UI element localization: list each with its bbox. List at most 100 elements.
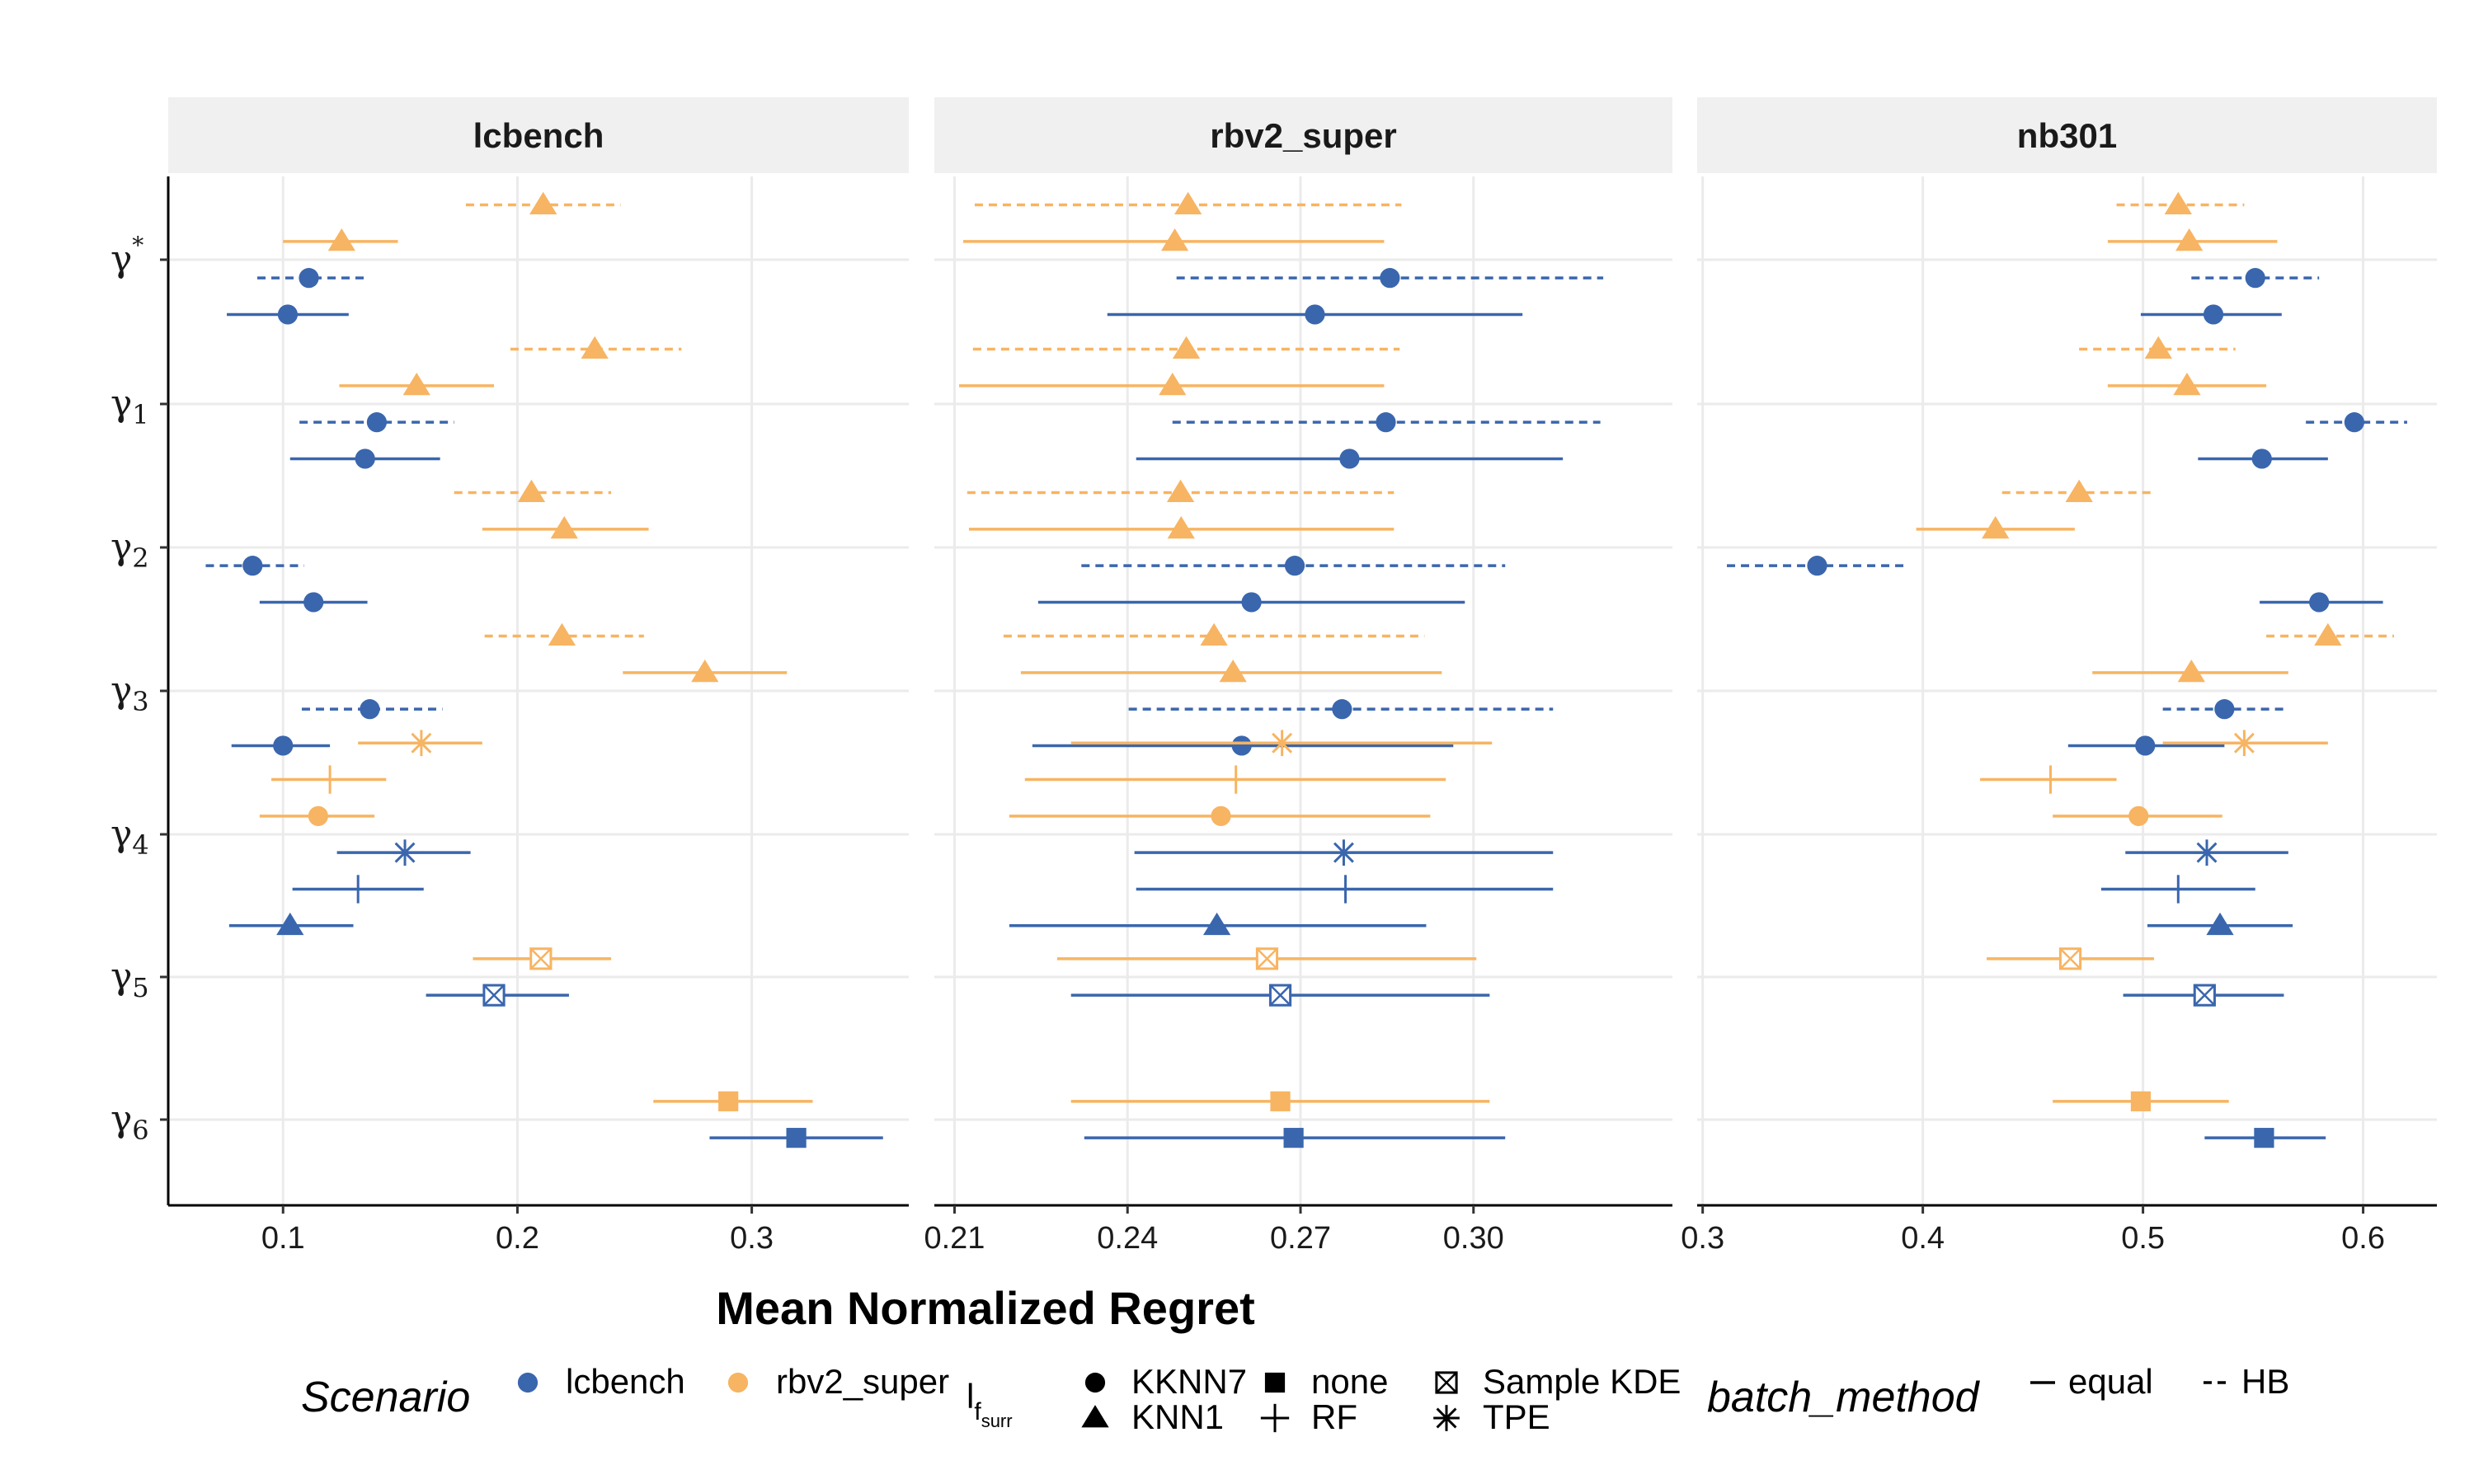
point-lcbench-KKNN7-equal [1032, 735, 1454, 756]
legend-batch: batch_method equal HB [1707, 1362, 2289, 1421]
marker-KNN1 [581, 336, 609, 359]
x-axis-title: Mean Normalized Regret [716, 1282, 1255, 1334]
marker-KKNN7 [366, 412, 388, 433]
marker-SampleKDE [529, 947, 553, 970]
point-lcbench-KKNN7-HB [1128, 699, 1554, 720]
data-points [205, 191, 883, 1148]
panel-strip [934, 97, 1672, 173]
marker-KKNN7 [1305, 304, 1325, 325]
marker-RF [344, 875, 373, 904]
x-tick-label: 0.1 [261, 1221, 305, 1256]
point-rbv2_super-KNN1-equal [339, 373, 495, 396]
point-rbv2_super-TPE-equal [2162, 730, 2328, 757]
marker-KKNN7 [1807, 556, 1827, 576]
point-lcbench-KKNN7-equal [2198, 448, 2328, 469]
marker-none [1270, 1091, 1291, 1111]
x-tick-label: 0.4 [1901, 1221, 1945, 1256]
marker-KNN1 [2065, 479, 2093, 502]
marker-KKNN7 [2203, 304, 2224, 325]
point-lcbench-KKNN7-HB [1172, 412, 1601, 433]
marker-KKNN7 [273, 735, 294, 756]
x-tick-label: 0.24 [1097, 1221, 1158, 1256]
point-rbv2_super-KKNN7-equal [259, 805, 375, 826]
legend-swatch [727, 1372, 749, 1393]
marker-SampleKDE [2193, 984, 2216, 1007]
point-lcbench-KKNN7-equal [1037, 592, 1465, 613]
legend-label: Sample KDE [1483, 1362, 1681, 1401]
point-lcbench-KKNN7-HB [301, 699, 443, 720]
x-tick-label: 0.21 [924, 1221, 985, 1256]
point-lcbench-RF-equal [1136, 875, 1554, 904]
marker-KNN1 [1982, 516, 2010, 539]
point-rbv2_super-none-equal [653, 1091, 813, 1111]
panel-strip [1697, 97, 2437, 173]
point-lcbench-RF-equal [292, 875, 424, 904]
legend-item-lcbench: lcbench [517, 1362, 685, 1401]
marker-none [786, 1128, 807, 1148]
point-rbv2_super-KNN1-HB [2001, 479, 2157, 502]
point-rbv2_super-KNN1-equal [962, 228, 1385, 251]
point-rbv2_super-KNN1-equal [2107, 228, 2278, 251]
point-rbv2_super-KKNN7-equal [2053, 805, 2222, 826]
marker-RF [1331, 875, 1360, 904]
point-rbv2_super-KNN1-equal [968, 516, 1395, 539]
legend-swatch [1260, 1403, 1290, 1433]
point-lcbench-SampleKDE-equal [1070, 984, 1490, 1007]
point-lcbench-KKNN7-equal [259, 592, 368, 613]
y-tick-label-g2: γ2 [111, 526, 149, 574]
legend-item-equal: equal [2030, 1362, 2153, 1401]
point-lcbench-KKNN7-HB [2162, 699, 2288, 720]
legend: Scenario lcbench rbv2_super lfsurr KKNN7KNN1… [301, 1362, 2289, 1436]
legend-label: RF [1311, 1397, 1357, 1436]
marker-KNN1 [1172, 336, 1201, 359]
legend-item-SampleKDE: Sample KDE [1435, 1362, 1681, 1401]
point-lcbench-KNN1-equal [2147, 912, 2293, 936]
marker-KNN1 [2314, 622, 2342, 646]
facet-panels: lcbench 0.1 0.2 0.3 rbv2_super 0.21 0.24 0.27 0.… [168, 97, 2437, 1256]
y-tick-label-g3: γ3 [111, 669, 149, 717]
marker-KKNN7 [360, 699, 380, 720]
marker-KNN1 [327, 228, 355, 251]
panel-rbv2_super: rbv2_super 0.21 0.24 0.27 0.30 [924, 97, 1672, 1256]
marker-none [1283, 1128, 1304, 1148]
marker-KKNN7 [1284, 556, 1305, 576]
marker-KKNN7 [299, 268, 319, 289]
point-lcbench-SampleKDE-equal [2123, 984, 2284, 1007]
point-rbv2_super-KNN1-equal [1020, 660, 1442, 683]
point-rbv2_super-KNN1-HB [2079, 336, 2236, 359]
point-rbv2_super-KNN1-HB [484, 622, 644, 646]
point-rbv2_super-RF-equal [1980, 765, 2117, 794]
marker-SampleKDE [1255, 947, 1279, 970]
marker-KNN1 [276, 912, 304, 936]
marker-KNN1 [517, 479, 546, 502]
marker-KKNN7 [2251, 448, 2272, 469]
marker-KKNN7 [1339, 448, 1360, 469]
marker-KNN1 [2144, 336, 2172, 359]
point-rbv2_super-KKNN7-equal [1009, 805, 1431, 826]
point-lcbench-KKNN7-HB [256, 268, 368, 289]
legend-item-KNN1: KNN1 [1081, 1397, 1224, 1436]
legend-item-TPE: TPE [1433, 1397, 1550, 1436]
x-tick-label: 0.2 [496, 1221, 539, 1256]
marker-KNN1 [529, 191, 557, 214]
point-lcbench-KKNN7-equal [1107, 304, 1523, 325]
legend-swatch [1435, 1371, 1458, 1394]
point-lcbench-KNN1-equal [228, 912, 354, 936]
point-rbv2_super-KNN1-equal [1916, 516, 2075, 539]
legend-item-HB: HB [2204, 1362, 2289, 1401]
point-rbv2_super-KNN1-HB [465, 191, 621, 214]
legend-swatch [1084, 1372, 1106, 1393]
marker-KKNN7 [1241, 592, 1262, 613]
legend-label: TPE [1483, 1397, 1550, 1436]
marker-TPE [408, 730, 435, 757]
marker-KNN1 [550, 516, 578, 539]
marker-KNN1 [1219, 660, 1247, 683]
legend-label: none [1311, 1362, 1388, 1401]
legend-scenario-title: Scenario [301, 1374, 470, 1421]
legend-item-rbv2_super: rbv2_super [727, 1362, 949, 1401]
data-points [959, 191, 1604, 1148]
point-rbv2_super-KNN1-HB [454, 479, 612, 502]
point-lcbench-KKNN7-HB [1176, 268, 1604, 289]
point-lcbench-KKNN7-HB [205, 556, 304, 576]
